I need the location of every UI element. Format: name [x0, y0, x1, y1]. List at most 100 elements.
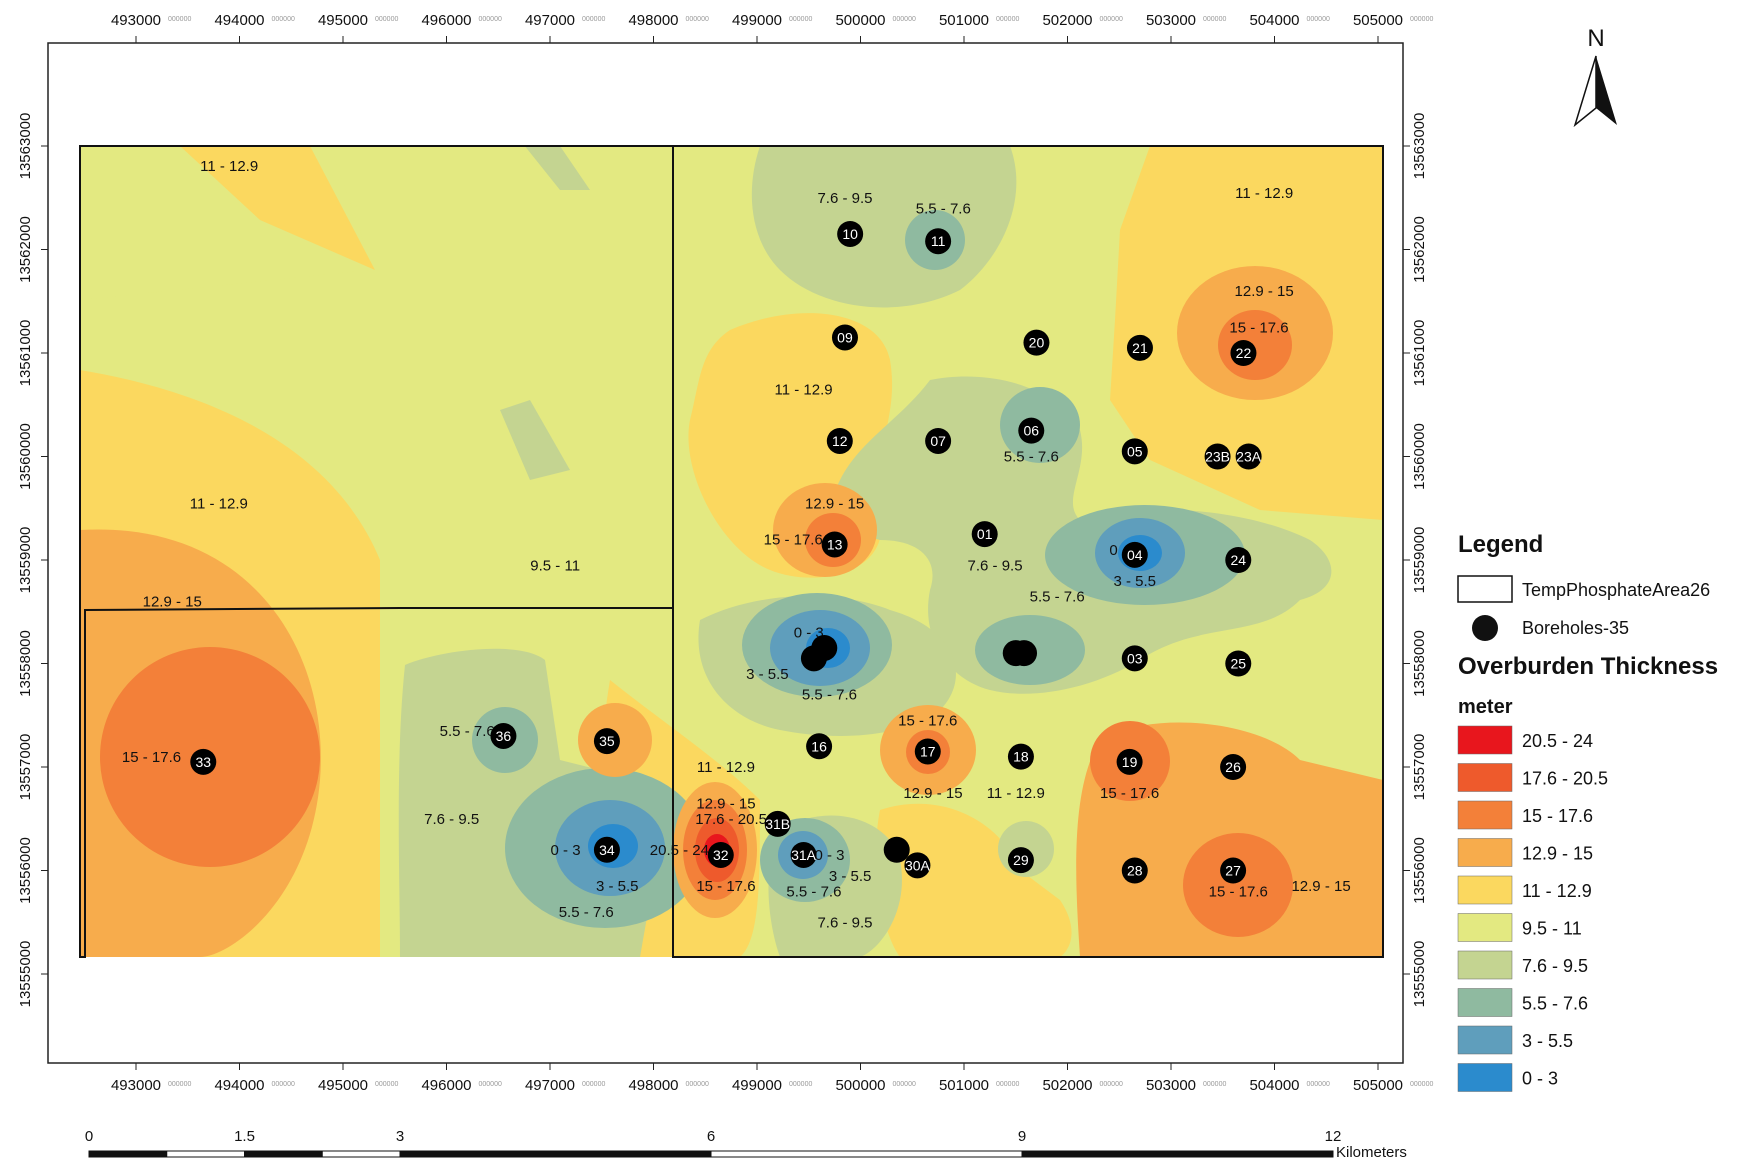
- contour-label: 12.9 - 15: [696, 795, 755, 812]
- borehole-marker[interactable]: [914, 738, 941, 765]
- borehole-label: 06: [1023, 423, 1039, 439]
- borehole-marker[interactable]: [1007, 847, 1034, 874]
- borehole-marker[interactable]: [490, 722, 517, 749]
- y-tick-label-right: 13561000: [1411, 320, 1428, 387]
- x-tick-suffix: 000000: [686, 1081, 709, 1088]
- borehole-marker[interactable]: [831, 324, 858, 351]
- contour-label: 9.5 - 11: [530, 557, 580, 574]
- x-tick-label-top: 493000: [111, 12, 161, 29]
- borehole-marker[interactable]: [837, 220, 864, 247]
- borehole-label: 13: [827, 536, 843, 552]
- contour-label: 12.9 - 15: [805, 495, 864, 512]
- contour-label: 5.5 - 7.6: [440, 723, 495, 740]
- borehole-marker[interactable]: [1023, 329, 1050, 356]
- borehole-label: 20: [1029, 335, 1045, 351]
- x-tick-suffix: 000000: [1203, 16, 1226, 23]
- borehole-label: 33: [195, 754, 211, 770]
- borehole-label: 23B: [1205, 449, 1230, 465]
- borehole-label: 32: [713, 847, 729, 863]
- x-axis-bottom: 493000 000000 494000 000000 495000 000000 4960…: [111, 1063, 1433, 1094]
- borehole-marker[interactable]: [821, 531, 848, 558]
- contour-label: 12.9 - 15: [903, 785, 962, 802]
- borehole-label: 36: [496, 728, 512, 744]
- borehole-marker[interactable]: [1230, 340, 1257, 366]
- borehole-marker[interactable]: [1121, 438, 1148, 465]
- x-tick-label-bottom: 496000: [421, 1077, 471, 1094]
- x-tick-label-top: 498000: [628, 12, 678, 29]
- y-tick-label-right: 13563000: [1411, 113, 1428, 180]
- x-tick-suffix: 000000: [479, 16, 502, 23]
- x-tick-suffix: 000000: [272, 1081, 295, 1088]
- borehole-marker[interactable]: [1121, 645, 1148, 672]
- borehole-marker[interactable]: [925, 427, 952, 454]
- borehole-label: 24: [1230, 552, 1246, 568]
- y-tick-label-right: 13558000: [1411, 630, 1428, 697]
- borehole-marker[interactable]: [764, 810, 791, 837]
- x-tick-label-top: 494000: [214, 12, 264, 29]
- borehole-label: 18: [1013, 749, 1029, 765]
- scale-tick-label: 6: [707, 1128, 715, 1145]
- borehole-marker[interactable]: [1116, 748, 1143, 775]
- x-tick-suffix: 000000: [893, 1081, 916, 1088]
- x-tick-label-top: 505000: [1353, 12, 1403, 29]
- borehole-marker[interactable]: [1011, 640, 1038, 667]
- borehole-label: 31B: [765, 816, 790, 832]
- raster-legend-title: Overburden Thickness: [1458, 653, 1718, 680]
- x-tick-suffix: 000000: [893, 16, 916, 23]
- x-tick-label-bottom: 498000: [628, 1077, 678, 1094]
- borehole-marker[interactable]: [1220, 857, 1247, 884]
- borehole-marker[interactable]: [1220, 754, 1247, 780]
- contour-label: 15 - 17.6: [1209, 883, 1268, 900]
- borehole-marker[interactable]: [800, 645, 827, 672]
- y-tick-label-left: 13563000: [17, 113, 34, 180]
- y-tick-label-left: 13560000: [17, 423, 34, 490]
- borehole-label: 10: [842, 226, 858, 242]
- borehole-marker[interactable]: [1018, 417, 1045, 444]
- x-tick-suffix: 000000: [1100, 1081, 1123, 1088]
- x-tick-suffix: 000000: [272, 16, 295, 23]
- contour-label: 11 - 12.9: [1235, 185, 1293, 202]
- x-tick-label-top: 503000: [1146, 12, 1196, 29]
- y-tick-label-left: 13559000: [17, 527, 34, 594]
- x-tick-label-bottom: 504000: [1249, 1077, 1299, 1094]
- borehole-marker[interactable]: [971, 521, 998, 548]
- borehole-marker[interactable]: [707, 841, 734, 868]
- legend-class-swatch: [1457, 913, 1513, 942]
- x-tick-suffix: 000000: [789, 16, 812, 23]
- borehole-marker[interactable]: [1126, 334, 1153, 361]
- borehole-marker[interactable]: [1007, 743, 1034, 770]
- borehole-marker[interactable]: [790, 841, 817, 868]
- borehole-marker[interactable]: [1225, 547, 1252, 573]
- borehole-label: 34: [599, 842, 615, 858]
- borehole-marker[interactable]: [1204, 443, 1231, 470]
- borehole-marker[interactable]: [826, 427, 853, 454]
- borehole-marker[interactable]: [1121, 857, 1148, 884]
- borehole-label: 27: [1225, 863, 1241, 879]
- borehole-marker[interactable]: [1121, 541, 1148, 568]
- borehole-marker[interactable]: [1225, 650, 1252, 677]
- x-axis-top: 493000 000000 494000 000000 495000 000000 4960…: [111, 12, 1433, 43]
- scale-tick-label: 3: [396, 1128, 404, 1145]
- borehole-label: 29: [1013, 852, 1029, 868]
- borehole-marker[interactable]: [883, 836, 910, 863]
- borehole-label: 09: [837, 329, 853, 345]
- legend-class-label: 0 - 3: [1522, 1069, 1558, 1089]
- legend-class-swatch: [1457, 800, 1513, 830]
- contour-label: 12.9 - 15: [1235, 283, 1294, 300]
- borehole-marker[interactable]: [593, 728, 620, 755]
- borehole-marker[interactable]: [593, 836, 620, 863]
- x-tick-suffix: 000000: [375, 1081, 398, 1088]
- contour-label: 5.5 - 7.6: [1004, 449, 1059, 466]
- borehole-marker[interactable]: [190, 748, 217, 775]
- y-tick-label-left: 13555000: [17, 941, 34, 1008]
- borehole-marker[interactable]: [904, 852, 931, 879]
- contour-label: 5.5 - 7.6: [559, 904, 614, 921]
- boundary-swatch: [1457, 575, 1513, 603]
- boreholes-layer: 10 11 09 20 21 22 12 07 06 05 23B 23A 13 01 04 24 03 25 36…: [190, 220, 1262, 884]
- borehole-marker[interactable]: [1235, 443, 1262, 470]
- borehole-marker[interactable]: [806, 733, 833, 760]
- contour-label: 7.6 - 9.5: [968, 557, 1023, 574]
- borehole-marker[interactable]: [925, 228, 952, 255]
- borehole-label: 30A: [905, 857, 931, 873]
